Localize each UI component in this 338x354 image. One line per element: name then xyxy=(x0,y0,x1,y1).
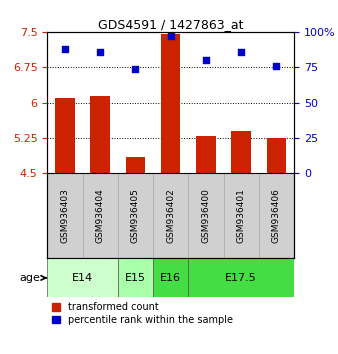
Point xyxy=(274,63,279,69)
Text: age: age xyxy=(19,273,46,283)
Text: GSM936403: GSM936403 xyxy=(61,188,69,244)
Text: E16: E16 xyxy=(160,273,181,283)
Point xyxy=(97,49,103,55)
Bar xyxy=(188,173,223,258)
Bar xyxy=(118,258,153,297)
Text: GSM936405: GSM936405 xyxy=(131,188,140,244)
Bar xyxy=(82,173,118,258)
Bar xyxy=(118,173,153,258)
Bar xyxy=(47,32,294,173)
Bar xyxy=(196,136,216,173)
Bar xyxy=(153,258,188,297)
Point xyxy=(133,66,138,72)
Bar xyxy=(223,173,259,258)
Text: GSM936406: GSM936406 xyxy=(272,188,281,244)
Bar xyxy=(47,173,82,258)
Text: GSM936402: GSM936402 xyxy=(166,189,175,243)
Bar xyxy=(267,138,286,173)
Text: GSM936401: GSM936401 xyxy=(237,188,246,244)
Point xyxy=(239,49,244,55)
Point xyxy=(168,33,173,39)
Bar xyxy=(47,258,118,297)
Bar xyxy=(161,34,180,173)
Text: GSM936400: GSM936400 xyxy=(201,188,211,244)
Bar xyxy=(91,96,110,173)
Title: GDS4591 / 1427863_at: GDS4591 / 1427863_at xyxy=(98,18,243,31)
Bar xyxy=(153,173,188,258)
Text: GSM936404: GSM936404 xyxy=(96,189,105,243)
Bar xyxy=(126,157,145,173)
Bar xyxy=(55,98,75,173)
Text: E14: E14 xyxy=(72,273,93,283)
Legend: transformed count, percentile rank within the sample: transformed count, percentile rank withi… xyxy=(48,298,237,329)
Bar xyxy=(188,258,294,297)
Bar xyxy=(259,173,294,258)
Text: E15: E15 xyxy=(125,273,146,283)
Text: E17.5: E17.5 xyxy=(225,273,257,283)
Point xyxy=(62,46,68,52)
Bar xyxy=(232,131,251,173)
Point xyxy=(203,57,209,63)
